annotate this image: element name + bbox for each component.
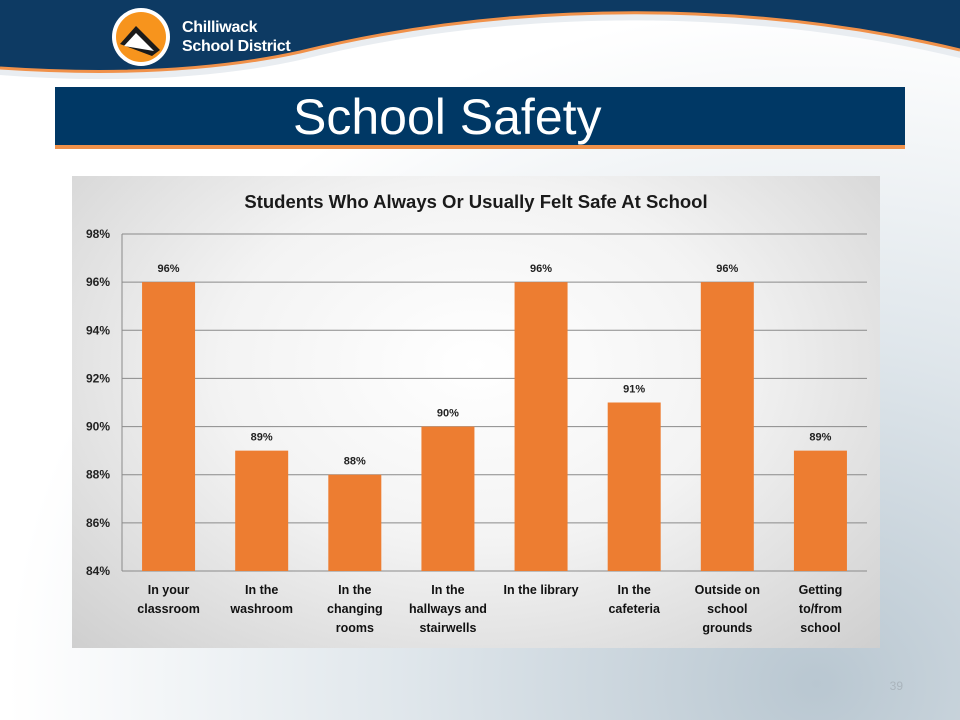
page-title: School Safety — [293, 89, 602, 145]
x-tick-label: Getting to/from school — [772, 581, 868, 638]
logo-mark-icon — [112, 8, 170, 66]
x-tick-label-line: In the — [431, 583, 465, 597]
data-label: 88% — [344, 456, 366, 468]
district-logo: Chilliwack School District — [110, 6, 291, 68]
bar — [607, 402, 661, 571]
data-label: 90% — [437, 408, 459, 420]
x-tick-label-line: In the — [245, 583, 279, 597]
data-label: 96% — [530, 263, 552, 275]
logo-line-2: School District — [182, 38, 291, 55]
x-tick-label-line: Getting — [798, 583, 843, 597]
x-tick-label-line: changing — [327, 602, 383, 616]
data-label: 96% — [158, 263, 180, 275]
x-tick-label-line: In the — [338, 583, 372, 597]
x-tick-label-line: school — [707, 602, 748, 616]
data-label: 89% — [251, 432, 273, 444]
x-tick-label-line: school — [800, 621, 841, 635]
x-tick-label-line: cafeteria — [608, 602, 660, 616]
x-tick-label: In the library — [493, 581, 589, 600]
x-tick-label-line: to/from — [798, 602, 842, 616]
bar — [142, 282, 196, 571]
x-tick-label-line: washroom — [230, 602, 293, 616]
data-label: 96% — [716, 263, 738, 275]
bar — [793, 450, 847, 571]
y-tick-label: 90% — [86, 420, 110, 434]
bar — [328, 474, 382, 571]
slide-number: 39 — [889, 679, 903, 693]
x-tick-label: In your classroom — [121, 581, 217, 619]
bar — [700, 282, 754, 571]
bar-chart: Students Who Always Or Usually Felt Safe… — [86, 191, 867, 578]
y-tick-label: 98% — [86, 227, 110, 241]
header-swoosh — [0, 0, 960, 80]
chart-title: Students Who Always Or Usually Felt Safe… — [244, 191, 707, 212]
x-tick-label-line: hallways and — [409, 602, 487, 616]
x-tick-label: Outside on school grounds — [679, 581, 775, 638]
x-tick-label: In the washroom — [214, 581, 310, 619]
x-tick-label-line: rooms — [335, 621, 374, 635]
y-tick-label: 86% — [86, 516, 110, 530]
logo-line-1: Chilliwack — [182, 19, 258, 36]
data-label: 89% — [809, 432, 831, 444]
bar — [235, 450, 289, 571]
x-tick-label-line: stairwells — [419, 621, 477, 635]
bar — [514, 282, 568, 571]
bar — [421, 426, 475, 571]
y-tick-label: 84% — [86, 564, 110, 578]
title-band: School Safety — [55, 87, 905, 149]
x-tick-label: In the changing rooms — [307, 581, 403, 638]
x-tick-label-line: In the library — [503, 583, 579, 597]
y-tick-label: 94% — [86, 323, 110, 337]
x-tick-label: In the cafeteria — [586, 581, 682, 619]
x-tick-label: In the hallways and stairwells — [400, 581, 496, 638]
x-tick-label-line: In the — [617, 583, 651, 597]
x-tick-label-line: grounds — [702, 621, 753, 635]
y-tick-label: 92% — [86, 371, 110, 385]
x-tick-label-line: In your — [147, 583, 190, 597]
data-label: 91% — [623, 384, 645, 396]
x-tick-label-line: classroom — [137, 602, 200, 616]
y-tick-label: 96% — [86, 275, 110, 289]
chart-container: Students Who Always Or Usually Felt Safe… — [72, 176, 880, 648]
y-tick-label: 88% — [86, 468, 110, 482]
x-tick-label-line: Outside on — [694, 583, 760, 597]
